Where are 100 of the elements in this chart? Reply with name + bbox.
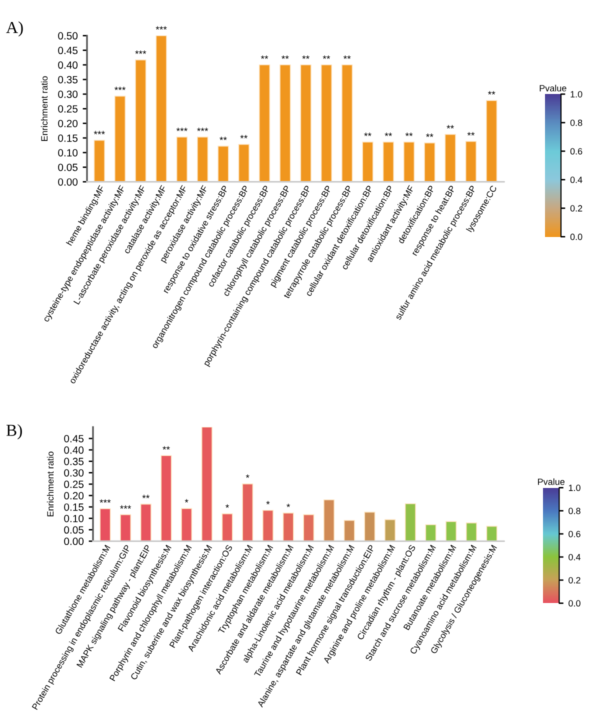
annotation: * bbox=[266, 500, 270, 504]
bar bbox=[160, 455, 172, 542]
y-tick-label: 0.35 bbox=[64, 458, 84, 466]
y-tick-label: 0.15 bbox=[58, 134, 78, 142]
annotation: * bbox=[226, 504, 230, 508]
color-bar-label: 0.6 bbox=[570, 148, 582, 155]
bar bbox=[280, 64, 291, 182]
bar bbox=[465, 141, 477, 182]
y-tick-label: 0.05 bbox=[58, 164, 78, 172]
annotation: ** bbox=[322, 55, 330, 59]
annotation: ** bbox=[142, 494, 150, 498]
annotation: ** bbox=[343, 55, 351, 59]
annotation: ** bbox=[162, 446, 170, 450]
bar bbox=[404, 503, 416, 542]
bar bbox=[486, 100, 498, 182]
y-tick-label: 0.45 bbox=[64, 434, 84, 442]
annotation: ** bbox=[240, 134, 248, 138]
annotation: *** bbox=[114, 86, 126, 90]
bar bbox=[197, 136, 208, 182]
y-tick-label: 0.50 bbox=[58, 32, 78, 40]
bar bbox=[324, 499, 335, 542]
annotation: ** bbox=[384, 132, 392, 136]
bar bbox=[425, 524, 436, 542]
y-tick-label: 0.45 bbox=[58, 46, 78, 54]
y-tick-label: 0.00 bbox=[64, 538, 84, 546]
y-tick-label: 0.00 bbox=[58, 178, 78, 186]
annotation: *** bbox=[176, 128, 188, 132]
annotation: *** bbox=[197, 128, 208, 132]
y-tick-label: 0.35 bbox=[58, 76, 78, 84]
bar bbox=[486, 526, 498, 542]
color-bar-label: 0.6 bbox=[568, 530, 580, 538]
bar bbox=[258, 64, 270, 182]
annotation: ** bbox=[488, 91, 496, 95]
color-bar-label: 0.8 bbox=[570, 120, 582, 126]
annotation: *** bbox=[94, 130, 105, 134]
color-bar-label: 0.0 bbox=[568, 600, 580, 607]
color-bar-label: 0.4 bbox=[570, 176, 582, 184]
annotation: ** bbox=[426, 134, 434, 137]
y-tick-label: 0.20 bbox=[64, 492, 84, 500]
bar bbox=[344, 520, 355, 542]
bar bbox=[222, 513, 233, 542]
y-tick-label: 0.05 bbox=[64, 526, 84, 534]
bar bbox=[100, 508, 111, 542]
annotation: ** bbox=[260, 55, 268, 59]
chart-title: A) bbox=[6, 21, 23, 37]
bar bbox=[424, 142, 436, 182]
bar bbox=[140, 504, 152, 542]
bar bbox=[466, 522, 477, 542]
bar bbox=[282, 512, 294, 542]
annotation: ** bbox=[364, 132, 372, 136]
bar bbox=[382, 142, 394, 182]
color-bar-label: 1.0 bbox=[568, 484, 580, 492]
annotation: * bbox=[286, 504, 290, 508]
y-tick-label: 0.30 bbox=[64, 469, 84, 477]
bar bbox=[446, 521, 457, 542]
annotation: ** bbox=[467, 132, 475, 136]
annotation: ** bbox=[282, 55, 289, 59]
bar bbox=[384, 519, 396, 542]
bar bbox=[181, 508, 192, 542]
bar bbox=[218, 146, 229, 182]
annotation: * bbox=[184, 499, 188, 503]
y-axis-title: Enrichment ratio bbox=[40, 76, 48, 141]
bar bbox=[342, 64, 353, 182]
y-tick-label: 0.10 bbox=[58, 149, 78, 156]
y-tick-label: 0.40 bbox=[58, 61, 78, 69]
y-axis-title: Enrichment ratio bbox=[46, 452, 54, 516]
annotation: * bbox=[246, 474, 250, 478]
annotation: ** bbox=[220, 136, 227, 140]
y-tick-label: 0.25 bbox=[58, 105, 78, 113]
bar bbox=[300, 64, 312, 182]
chart-title: B) bbox=[6, 424, 22, 440]
bar bbox=[135, 59, 146, 182]
annotation: *** bbox=[120, 505, 132, 509]
bar bbox=[94, 140, 105, 182]
bar bbox=[362, 142, 374, 182]
color-bar-label: 0.0 bbox=[570, 234, 582, 240]
y-tick-label: 0.30 bbox=[58, 90, 78, 98]
y-tick-label: 0.40 bbox=[64, 446, 84, 454]
y-tick-label: 0.25 bbox=[64, 480, 84, 488]
bar bbox=[120, 514, 132, 542]
color-bar-label: 0.4 bbox=[568, 554, 581, 560]
y-tick-label: 0.20 bbox=[58, 120, 78, 128]
annotation: *** bbox=[135, 50, 146, 54]
y-tick-label: 0.15 bbox=[64, 503, 84, 511]
color-bar-label: 0.2 bbox=[570, 205, 582, 212]
color-bar-title: Pvalue bbox=[538, 478, 564, 486]
color-bar-label: 0.8 bbox=[568, 508, 580, 514]
bar bbox=[262, 510, 274, 542]
bar bbox=[364, 512, 376, 542]
color-bar-label: 0.2 bbox=[568, 577, 580, 584]
bar bbox=[403, 142, 415, 182]
annotation: *** bbox=[156, 26, 167, 30]
bar bbox=[201, 427, 212, 542]
bar bbox=[303, 514, 314, 542]
bar bbox=[320, 64, 332, 182]
bar bbox=[156, 36, 167, 182]
annotation: ** bbox=[302, 55, 310, 59]
bar bbox=[242, 483, 254, 542]
bar bbox=[114, 96, 126, 182]
bar bbox=[444, 134, 456, 182]
